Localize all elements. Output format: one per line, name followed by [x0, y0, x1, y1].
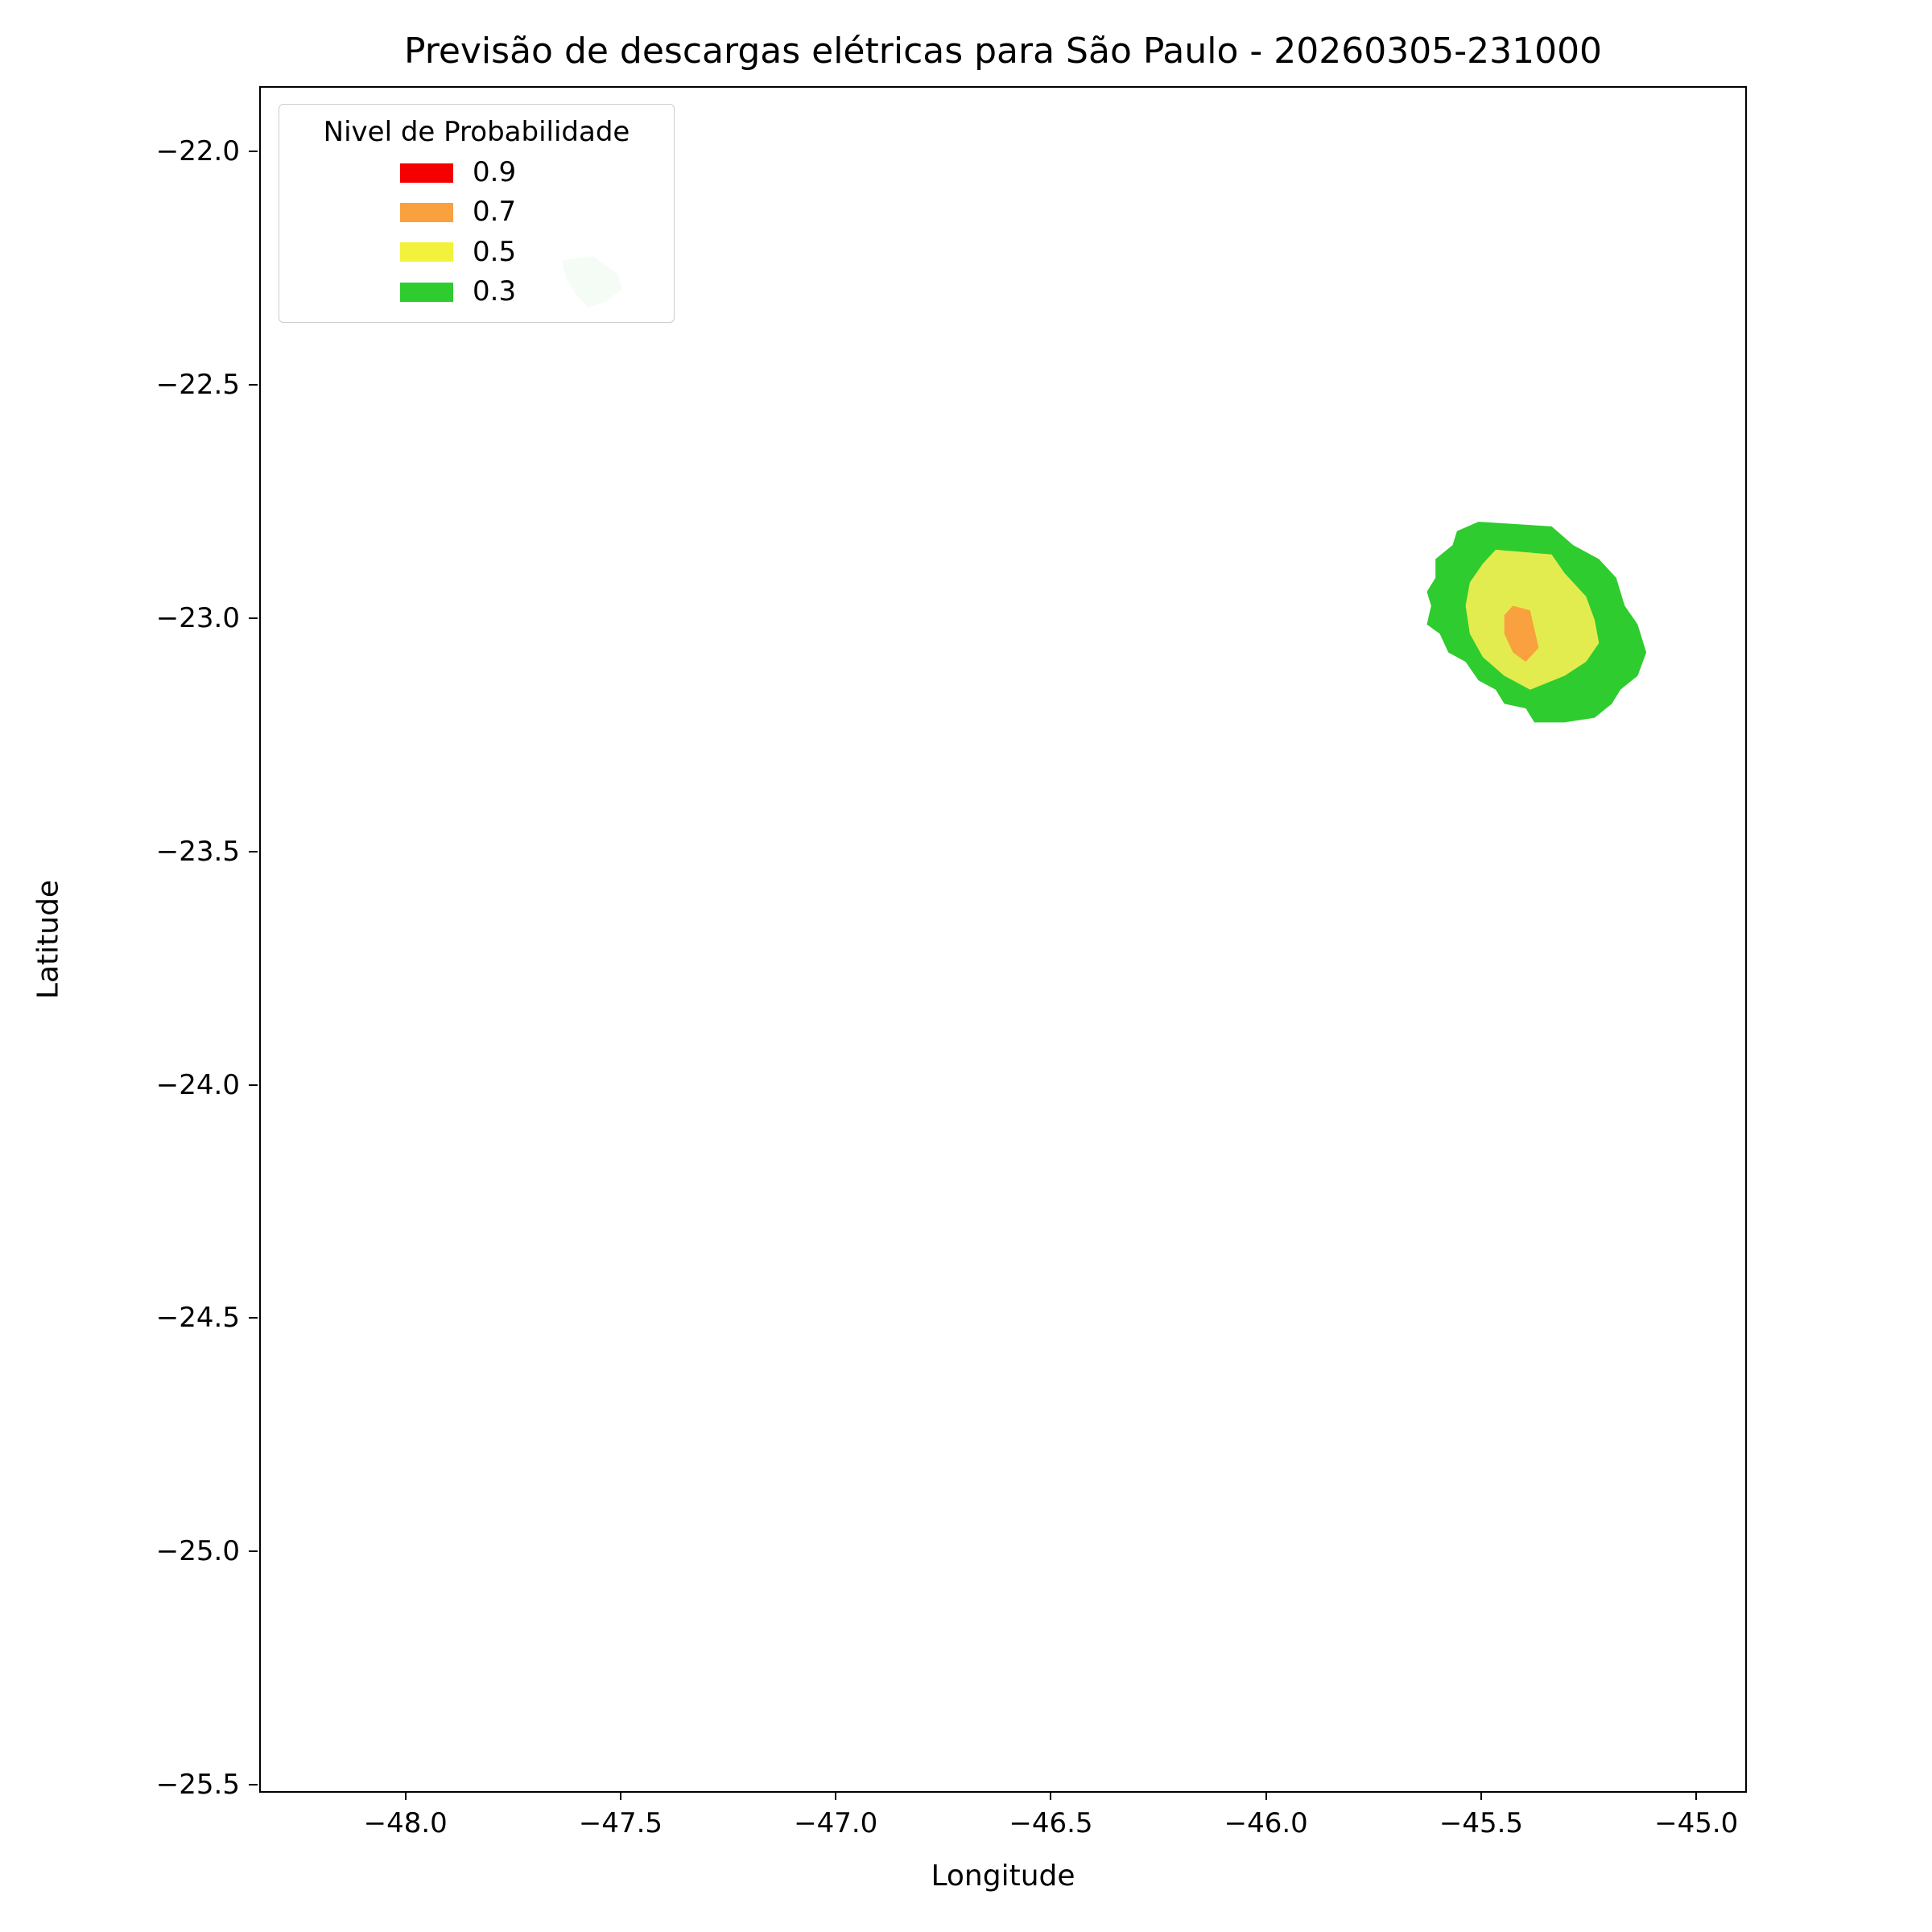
legend-swatch-0.9	[400, 163, 453, 183]
legend-item-0.9: 0.9	[294, 156, 659, 188]
y-tick-mark	[249, 1550, 258, 1553]
y-tick-label: −23.5	[155, 835, 240, 868]
x-tick-label: −47.0	[794, 1807, 878, 1839]
y-tick-label: −25.0	[155, 1535, 240, 1568]
legend-item-0.7: 0.7	[294, 196, 659, 229]
y-tick-label: −25.5	[155, 1769, 240, 1802]
x-tick-mark	[835, 1791, 837, 1800]
contour-regions	[562, 255, 1647, 723]
x-tick-mark	[404, 1791, 407, 1800]
y-tick-label: −24.0	[155, 1068, 240, 1101]
y-tick-mark	[249, 850, 258, 852]
y-tick-label: −24.5	[155, 1302, 240, 1335]
x-tick-label: −48.0	[363, 1807, 448, 1839]
y-tick-mark	[249, 151, 258, 153]
region-prob-0.7	[1504, 605, 1539, 663]
x-tick-label: −45.5	[1439, 1807, 1524, 1839]
x-tick-mark	[1050, 1791, 1052, 1800]
x-tick-mark	[1265, 1791, 1267, 1800]
region-prob-0.5	[1465, 549, 1600, 690]
y-tick-mark	[249, 1784, 258, 1786]
legend-swatch-0.3	[400, 282, 453, 302]
x-tick-label: −46.0	[1224, 1807, 1308, 1839]
legend-item-0.3: 0.3	[294, 275, 659, 308]
legend-label-0.9: 0.9	[473, 156, 517, 188]
y-tick-mark	[249, 617, 258, 619]
y-tick-mark	[249, 1084, 258, 1086]
plot-area: Nivel de Probabilidade 0.9 0.7 0.5 0.3	[259, 86, 1747, 1793]
x-tick-mark	[1480, 1791, 1482, 1800]
y-tick-label: −22.5	[155, 369, 240, 402]
y-tick-label: −22.0	[155, 135, 240, 168]
legend: Nivel de Probabilidade 0.9 0.7 0.5 0.3	[279, 104, 675, 323]
x-tick-mark	[619, 1791, 621, 1800]
y-axis-label: Latitude	[31, 879, 65, 1000]
legend-title: Nivel de Probabilidade	[323, 116, 630, 148]
x-tick-label: −47.5	[578, 1807, 663, 1839]
legend-label-0.7: 0.7	[473, 196, 517, 229]
y-tick-mark	[249, 384, 258, 386]
x-tick-label: −46.5	[1009, 1807, 1093, 1839]
y-tick-mark	[249, 1317, 258, 1319]
chart-title: Previsão de descargas elétricas para São…	[403, 31, 1603, 72]
x-tick-mark	[1695, 1791, 1698, 1800]
legend-label-0.5: 0.5	[473, 235, 517, 268]
legend-item-0.5: 0.5	[294, 237, 659, 267]
legend-label-0.3: 0.3	[473, 275, 517, 308]
y-tick-label: −23.0	[155, 601, 240, 634]
legend-swatch-0.7	[400, 203, 453, 223]
x-tick-label: −45.0	[1654, 1807, 1739, 1839]
x-axis-label: Longitude	[931, 1860, 1075, 1893]
legend-swatch-0.5	[400, 242, 453, 262]
